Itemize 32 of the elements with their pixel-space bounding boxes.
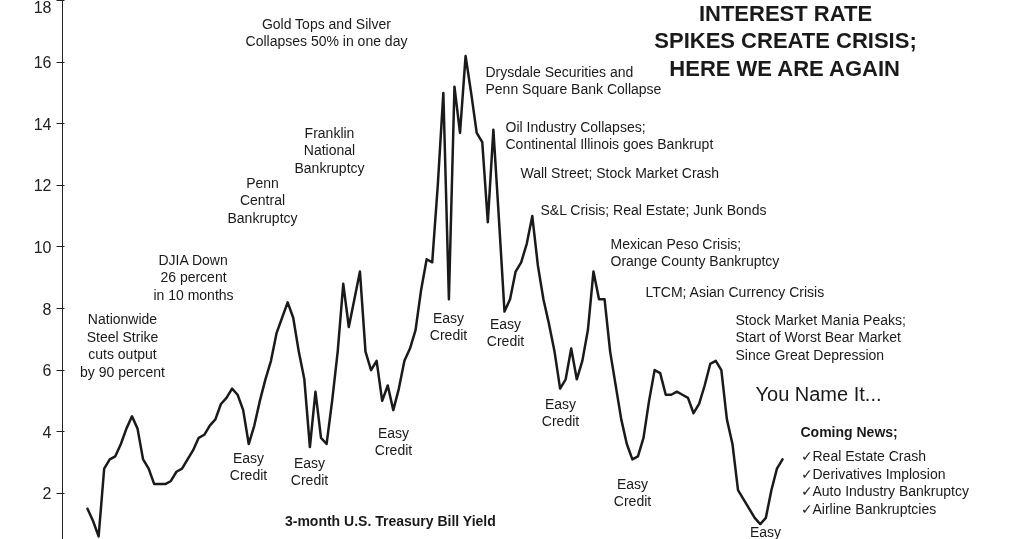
y-tick-label: 14 bbox=[33, 115, 52, 133]
annotation: Penn Central Bankruptcy bbox=[227, 174, 298, 227]
annotation: Mexican Peso Crisis; Orange County Bankruptcy bbox=[610, 235, 780, 270]
annotation: Easy Credit bbox=[429, 309, 468, 344]
annotation: DJIA Down 26 percent in 10 months bbox=[153, 251, 234, 304]
annotation: LTCM; Asian Currency Crisis bbox=[645, 283, 825, 300]
text: ✓Real Estate Crash ✓Derivatives Implosion ✓Auto Industry Bankruptcy ✓Airline Bankruptcies bbox=[800, 448, 969, 517]
annotation: Franklin National Bankruptcy bbox=[294, 124, 365, 177]
text: Coming News; bbox=[800, 423, 898, 440]
annotation: Easy Credit bbox=[229, 449, 268, 484]
y-tick-label: 4 bbox=[42, 423, 52, 441]
annotation: Gold Tops and Silver Collapses 50% in one day bbox=[245, 15, 408, 50]
annotation: S&L Crisis; Real Estate; Junk Bonds bbox=[540, 201, 767, 218]
annotation: Stock Market Mania Peaks; Start of Worst Bear Market Since Great Depression bbox=[735, 311, 906, 364]
y-tick-label: 6 bbox=[42, 362, 52, 380]
y-tick-label: 18 bbox=[33, 0, 52, 16]
annotation: Easy Credit bbox=[613, 475, 652, 510]
y-tick-label: 10 bbox=[33, 238, 52, 256]
y-tick-label: 8 bbox=[42, 300, 52, 318]
annotation: Easy bbox=[749, 523, 782, 539]
annotation: You Name It... bbox=[755, 382, 882, 405]
annotation: Wall Street; Stock Market Crash bbox=[520, 164, 720, 181]
y-tick-label: 2 bbox=[42, 485, 52, 503]
annotation: Oil Industry Collapses; Continental Illinois goes Bankrupt bbox=[505, 118, 714, 153]
annotation: Nationwide Steel Strike cuts output by 90 percent bbox=[80, 311, 166, 380]
annotation: Easy Credit bbox=[541, 395, 580, 430]
y-tick-label: 12 bbox=[33, 177, 52, 195]
annotation: Easy Credit bbox=[290, 454, 329, 489]
annotation: Easy Credit bbox=[374, 424, 413, 459]
y-tick-label: 16 bbox=[33, 54, 52, 72]
annotation: Easy Credit bbox=[486, 315, 525, 350]
text: 3-month U.S. Treasury Bill Yield bbox=[284, 512, 496, 529]
